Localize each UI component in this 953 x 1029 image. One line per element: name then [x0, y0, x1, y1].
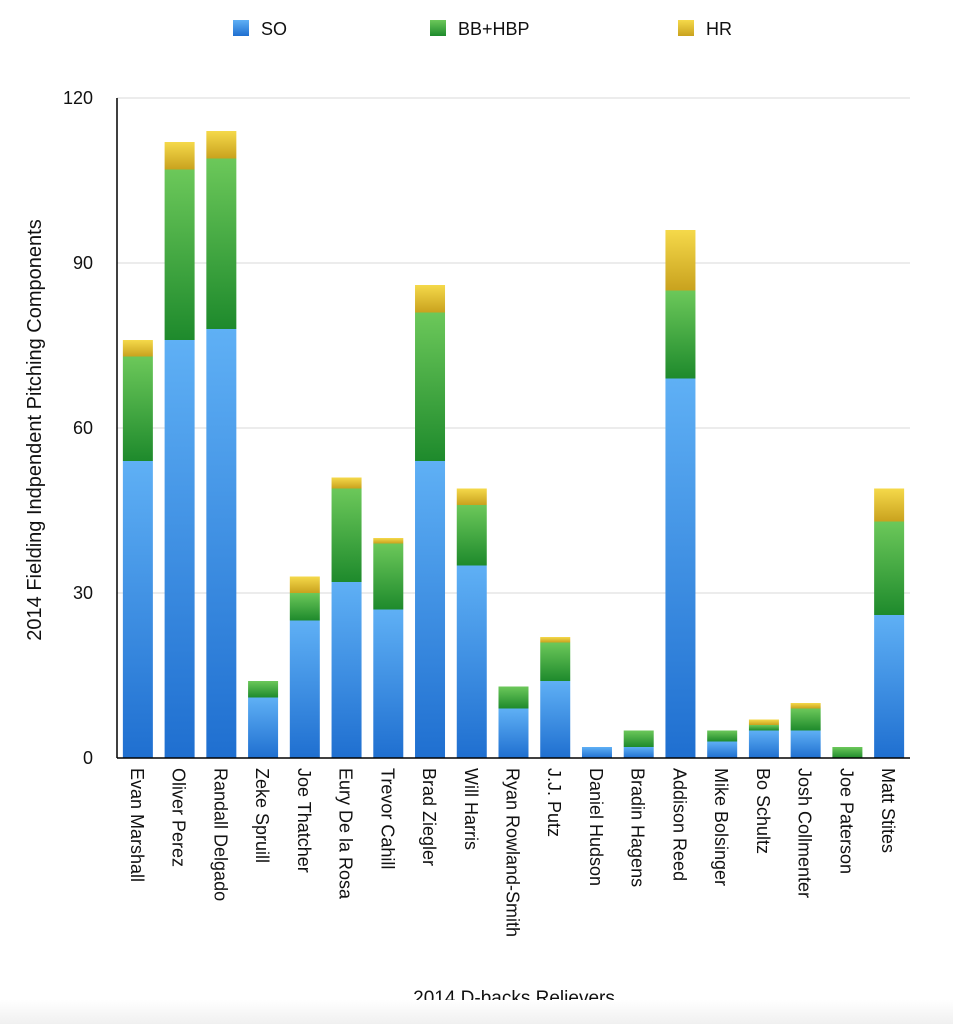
bar-segment-so	[206, 329, 237, 758]
bar-segment-hr	[373, 538, 404, 544]
y-tick-label: 30	[73, 583, 93, 603]
bar-segment-so	[540, 681, 571, 758]
bar-segment-so	[623, 747, 654, 758]
x-tick-label: Daniel Hudson	[586, 768, 606, 886]
x-tick-label: Joe Paterson	[836, 768, 856, 874]
bar-segment-so	[331, 582, 362, 758]
bar-segment-so	[456, 565, 487, 758]
bar-segment-so	[665, 378, 696, 758]
x-tick-label: Mike Bolsinger	[711, 768, 731, 886]
bar-segment-bb-hbp	[540, 642, 571, 681]
bar-segment-bb-hbp	[331, 488, 362, 582]
bar-segment-bb-hbp	[373, 543, 404, 610]
x-tick-labels: Evan Marshall Oliver Perez Randall Delgado…	[127, 768, 898, 937]
bottom-fade	[0, 1000, 953, 1024]
x-tick-label: Oliver Perez	[169, 768, 189, 867]
x-tick-label: Bradin Hagens	[628, 768, 648, 887]
y-tick-label: 120	[63, 88, 93, 108]
legend-swatch	[233, 20, 249, 36]
y-tick-labels: 0 30 60 90 120	[63, 88, 93, 768]
legend-swatch	[678, 20, 694, 36]
x-tick-label: Brad Ziegler	[419, 768, 439, 866]
bar-segment-bb-hbp	[415, 312, 446, 461]
bar-segment-bb-hbp	[498, 686, 529, 709]
bar-segment-so	[790, 730, 821, 758]
bars-group	[122, 131, 905, 758]
bar-segment-bb-hbp	[748, 725, 779, 731]
y-axis-label: 2014 Fielding Indpendent Pitching Compon…	[24, 219, 46, 640]
bar-segment-hr	[122, 340, 153, 357]
x-tick-label: J.J. Putz	[544, 768, 564, 837]
x-tick-label: Matt Stites	[878, 768, 898, 853]
bar-segment-bb-hbp	[665, 290, 696, 379]
bar-segment-so	[248, 697, 279, 758]
x-tick-label: Bo Schultz	[753, 768, 773, 854]
bar-segment-hr	[206, 131, 237, 159]
bar-segment-hr	[164, 142, 195, 170]
bar-segment-bb-hbp	[206, 158, 237, 329]
bar-segment-hr	[415, 285, 446, 313]
bar-segment-so	[122, 461, 153, 758]
bar-segment-so	[164, 340, 195, 758]
bar-segment-so	[289, 620, 320, 758]
x-tick-label: Zeke Spruill	[252, 768, 272, 863]
bar-segment-so	[498, 708, 529, 758]
x-tick-label: Addison Reed	[669, 768, 689, 881]
legend-swatch	[430, 20, 446, 36]
bar-segment-bb-hbp	[790, 708, 821, 731]
bar-segment-bb-hbp	[122, 356, 153, 461]
axes-group	[116, 98, 910, 759]
x-tick-label: Joe Thatcher	[294, 768, 314, 873]
legend-label: HR	[706, 19, 732, 39]
bar-segment-hr	[874, 488, 905, 522]
y-tick-label: 0	[83, 748, 93, 768]
bar-segment-hr	[790, 703, 821, 709]
bar-segment-bb-hbp	[623, 730, 654, 747]
bar-segment-hr	[665, 230, 696, 291]
bar-segment-hr	[289, 576, 320, 593]
legend-label: BB+HBP	[458, 19, 530, 39]
x-tick-label: Evan Marshall	[127, 768, 147, 882]
bar-segment-so	[373, 609, 404, 758]
bar-segment-hr	[331, 477, 362, 489]
bar-segment-hr	[540, 637, 571, 643]
y-tick-label: 60	[73, 418, 93, 438]
bar-segment-bb-hbp	[164, 169, 195, 340]
y-tick-label: 90	[73, 253, 93, 273]
legend-label: SO	[261, 19, 287, 39]
x-tick-label: Will Harris	[461, 768, 481, 850]
x-tick-label: Randall Delgado	[210, 768, 230, 901]
x-tick-label: Eury De la Rosa	[336, 768, 356, 900]
bar-segment-hr	[748, 719, 779, 725]
bar-segment-so	[748, 730, 779, 758]
x-tick-label: Trevor Cahill	[377, 768, 397, 869]
bar-segment-bb-hbp	[289, 593, 320, 621]
grid-lines	[117, 97, 910, 594]
bar-segment-so	[415, 461, 446, 758]
bar-segment-so	[581, 747, 612, 758]
bar-segment-bb-hbp	[874, 521, 905, 615]
x-tick-label: Josh Collmenter	[795, 768, 815, 898]
chart-legend: SO BB+HBP HR	[233, 19, 732, 39]
bar-segment-bb-hbp	[248, 681, 279, 698]
bar-segment-bb-hbp	[707, 730, 738, 742]
bar-segment-so	[874, 615, 905, 758]
bar-segment-bb-hbp	[456, 505, 487, 566]
bar-segment-bb-hbp	[832, 747, 863, 758]
bar-segment-so	[707, 741, 738, 758]
x-tick-label: Ryan Rowland-Smith	[503, 768, 523, 937]
bar-segment-hr	[456, 488, 487, 505]
